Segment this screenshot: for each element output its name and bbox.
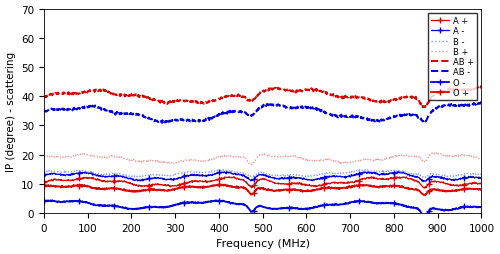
Line: A +: A +	[41, 174, 484, 191]
AB +	[130, 95, 136, 98]
AB -	[458, 104, 464, 107]
A -	[382, 174, 388, 177]
A +	[68, 179, 73, 182]
B -	[361, 168, 367, 171]
B +	[398, 154, 404, 157]
O +	[41, 185, 47, 188]
A -	[478, 177, 484, 180]
B -	[428, 173, 434, 176]
O +	[68, 185, 73, 188]
AB -	[68, 109, 73, 113]
B -	[478, 172, 484, 176]
B -	[41, 170, 47, 173]
B -	[398, 170, 404, 173]
A -	[68, 173, 73, 176]
O -	[420, 215, 426, 218]
B -	[382, 170, 388, 173]
AB +	[382, 101, 388, 104]
B +	[458, 155, 464, 158]
O +	[216, 183, 222, 186]
B +	[382, 158, 388, 161]
AB -	[159, 122, 165, 125]
AB +	[398, 98, 404, 101]
B -	[458, 173, 464, 176]
B -	[130, 176, 136, 179]
AB -	[398, 115, 404, 118]
O -	[41, 199, 47, 202]
A +	[394, 176, 400, 179]
Line: B -: B -	[44, 170, 482, 178]
Line: O +: O +	[40, 181, 485, 199]
Line: AB +: AB +	[44, 87, 482, 108]
Line: A -: A -	[41, 169, 484, 185]
A -	[398, 171, 404, 174]
O +	[130, 190, 136, 193]
B +	[248, 164, 254, 167]
O +	[458, 188, 464, 191]
A +	[428, 180, 434, 183]
A -	[395, 170, 401, 173]
B +	[434, 151, 440, 154]
Line: B +: B +	[44, 153, 482, 165]
O +	[382, 185, 388, 188]
AB +	[458, 88, 464, 91]
AB +	[420, 106, 426, 109]
B +	[478, 158, 484, 161]
AB +	[428, 96, 434, 99]
AB +	[478, 86, 484, 89]
O +	[428, 189, 434, 192]
AB -	[382, 118, 388, 121]
B +	[68, 156, 73, 159]
B +	[41, 157, 47, 160]
AB -	[130, 114, 136, 117]
O +	[422, 194, 428, 197]
A +	[398, 177, 404, 180]
A -	[420, 180, 426, 183]
A +	[478, 182, 484, 185]
Y-axis label: IP (degree) - scattering: IP (degree) - scattering	[6, 52, 16, 171]
O -	[382, 202, 388, 205]
O +	[398, 185, 404, 188]
A +	[382, 178, 388, 181]
O -	[50, 199, 56, 202]
AB -	[41, 111, 47, 114]
B +	[130, 160, 136, 163]
O +	[478, 188, 484, 191]
X-axis label: Frequency (MHz): Frequency (MHz)	[216, 239, 310, 248]
A +	[458, 184, 464, 187]
A -	[130, 178, 136, 181]
A -	[41, 173, 47, 176]
A +	[130, 183, 136, 186]
A +	[41, 181, 47, 184]
B +	[428, 152, 434, 155]
O -	[130, 208, 136, 211]
Line: O -: O -	[40, 197, 485, 220]
AB -	[428, 111, 434, 114]
AB +	[68, 94, 73, 97]
O -	[458, 206, 464, 209]
AB +	[41, 95, 47, 98]
A +	[422, 187, 428, 190]
Line: AB -: AB -	[44, 103, 482, 123]
O -	[398, 203, 404, 207]
O -	[478, 206, 484, 209]
AB +	[478, 85, 484, 88]
O -	[428, 207, 434, 210]
O -	[68, 200, 74, 203]
B -	[421, 177, 427, 180]
A -	[428, 175, 434, 178]
B -	[68, 170, 73, 173]
AB -	[478, 101, 484, 104]
A -	[458, 178, 464, 181]
Legend: A +, A -, B -, B +, AB +, AB -, O -, O +: A +, A -, B -, B +, AB +, AB -, O -, O +	[428, 14, 477, 101]
